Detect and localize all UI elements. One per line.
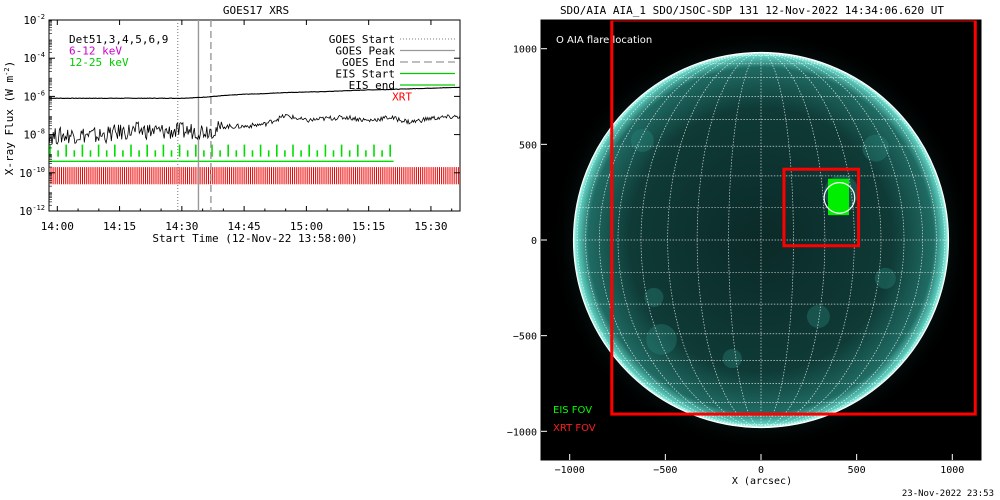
longitude-line <box>728 52 762 428</box>
xrt-fov-label: XRT FOV <box>553 423 596 434</box>
goes-legend-left-entry: 6-12 keV <box>69 45 122 58</box>
longitude-line <box>760 52 937 428</box>
goes-x-tick-label: 14:30 <box>165 220 198 233</box>
flare-location-circle <box>823 182 856 214</box>
longitude-line <box>640 52 762 428</box>
aia-x-tick-label: 1000 <box>940 465 964 476</box>
aia-y-ticks: −1000 −500 0 500 1000 <box>507 45 547 438</box>
longitude-line <box>585 52 762 428</box>
goes-legend-left-entry: Det51,3,4,5,6,9 <box>69 33 168 46</box>
aia-y-tick-label: −1000 <box>507 427 537 438</box>
aia-x-tick-label: −1000 <box>555 465 585 476</box>
goes-y-ticks: 10-12 10-10 10-8 10-6 10-4 10-2 <box>19 13 460 218</box>
limb-line <box>572 51 950 429</box>
active-region-glow <box>630 129 654 153</box>
active-region-glow <box>874 267 896 289</box>
goes-title: GOES17 XRS <box>223 4 289 17</box>
aia-y-tick-label: 0 <box>531 236 537 247</box>
goes-legend-right-entry: EIS end <box>349 79 395 92</box>
longitude-line <box>760 52 923 428</box>
aia-x-tick-label: −500 <box>653 465 677 476</box>
goes-y-axis-label: X-ray Flux (W m-2) <box>3 61 16 175</box>
goes-legend-right-entry: GOES Peak <box>335 45 395 58</box>
timestamp: 23-Nov-2022 23:53 <box>902 489 994 499</box>
active-region-glow <box>806 305 830 328</box>
active-region-glow <box>644 287 664 307</box>
heliographic-grid <box>572 51 950 429</box>
goes-chart: GOES17 XRS 14:00 14:15 14:30 14:45 15:00 15:1… <box>3 4 461 245</box>
eis-fov-rect <box>827 178 849 216</box>
goes-x-axis-label: Start Time (12-Nov-22 13:58:00) <box>152 232 357 245</box>
goes-time-markers <box>176 20 212 211</box>
eis-marks <box>49 144 394 163</box>
xrt-small-rect <box>782 167 861 248</box>
goes-legend-left-entry: 12-25 keV <box>69 56 129 69</box>
goes-x-tick-label: 14:15 <box>103 220 136 233</box>
longitude-line <box>760 52 946 428</box>
aia-image: SDO/AIA AIA_1 SDO/JSOC-SDP 131 12-Nov-20… <box>507 4 994 499</box>
goes-y-tick-label: 10-2 <box>23 13 45 27</box>
goes-x-ticks: 14:00 14:15 14:30 14:45 15:00 15:15 15:30 <box>41 20 453 233</box>
goes-y-tick-label: 10-10 <box>19 166 45 180</box>
goes-legend-right-entry: XRT <box>392 91 412 104</box>
goes-y-tick-label: 10-6 <box>23 89 45 103</box>
goes-x-tick-label: 14:00 <box>41 220 74 233</box>
goes-legend-right-entry: GOES Start <box>329 33 395 46</box>
goes-x-tick-label: 15:30 <box>414 220 447 233</box>
xrt-marks <box>50 167 459 185</box>
aia-y-tick-label: 1000 <box>513 45 537 56</box>
goes-legend-right-entry: EIS Start <box>335 68 395 81</box>
goes-legend-right-entry: GOES End <box>342 56 395 69</box>
aia-x-ticks: −1000 −500 0 500 1000 <box>555 454 964 476</box>
goes-x-tick-label: 15:00 <box>290 220 323 233</box>
goes-y-tick-label: 10-8 <box>23 128 45 142</box>
aia-y-tick-label: 500 <box>519 140 537 151</box>
active-region-glow <box>722 349 742 369</box>
longitude-line <box>576 52 762 428</box>
longitude-line <box>667 52 762 428</box>
aia-x-tick-label: 500 <box>848 465 866 476</box>
longitude-line <box>760 52 855 428</box>
aia-x-axis-label: X (arcsec) <box>732 476 792 487</box>
goes-lightcurves <box>48 86 461 146</box>
xrt-fov-rect <box>610 20 977 416</box>
aia-title: SDO/AIA AIA_1 SDO/JSOC-SDP 131 12-Nov-20… <box>560 4 944 17</box>
goes-short-channel-line <box>48 113 461 146</box>
goes-long-channel-line <box>48 86 461 99</box>
flare-location-label: O AIA flare location <box>556 35 652 46</box>
goes-x-tick-label: 15:15 <box>352 220 385 233</box>
active-region-glow <box>862 134 890 162</box>
goes-y-tick-label: 10-12 <box>19 204 45 218</box>
goes-y-tick-label: 10-4 <box>23 51 45 65</box>
longitude-line <box>760 52 794 428</box>
aia-y-tick-label: −500 <box>513 332 537 343</box>
aia-x-tick-label: 0 <box>758 465 764 476</box>
goes-x-tick-label: 14:45 <box>228 220 261 233</box>
eis-fov-label: EIS FOV <box>553 405 592 416</box>
longitude-line <box>599 52 762 428</box>
active-region-glow <box>646 324 677 355</box>
longitude-line <box>760 52 882 428</box>
